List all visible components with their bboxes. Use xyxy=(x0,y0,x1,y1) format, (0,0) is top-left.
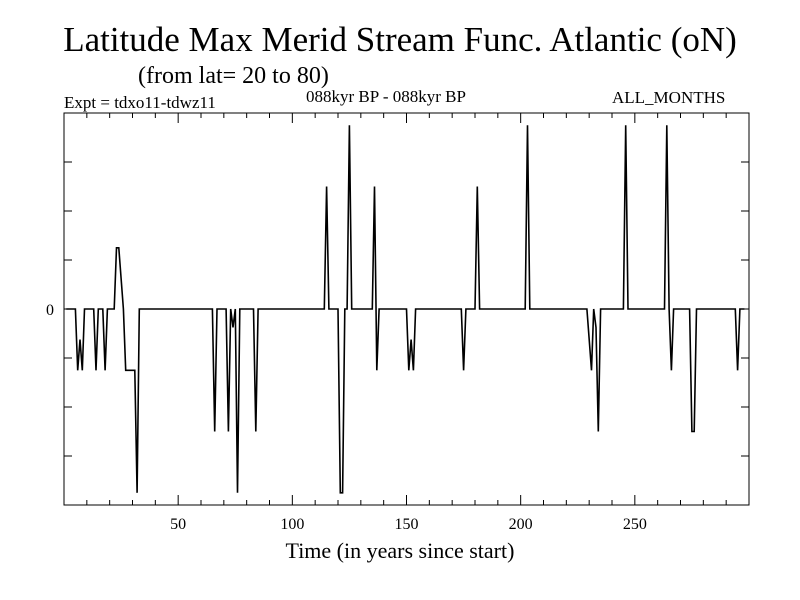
x-tick-label: 100 xyxy=(280,516,304,533)
chart-subtitle: (from lat= 20 to 80) xyxy=(138,63,329,89)
x-tick-label: 50 xyxy=(170,516,186,533)
x-tick-label: 150 xyxy=(395,516,419,533)
chart-title: Latitude Max Merid Stream Func. Atlantic… xyxy=(63,20,737,59)
axis-tick-labels: 50 100 150 200 250 0 xyxy=(46,302,647,533)
axis-ticks xyxy=(64,113,749,505)
period-label: 088kyr BP - 088kyr BP xyxy=(306,87,466,106)
months-label: ALL_MONTHS xyxy=(612,88,726,107)
x-tick-label: 250 xyxy=(623,516,647,533)
y-tick-label: 0 xyxy=(46,302,54,319)
x-tick-label: 200 xyxy=(509,516,533,533)
series-group xyxy=(66,125,745,494)
experiment-label: Expt = tdxo11-tdwz11 xyxy=(64,93,216,112)
series-line xyxy=(66,125,745,494)
x-axis-label: Time (in years since start) xyxy=(285,538,515,563)
